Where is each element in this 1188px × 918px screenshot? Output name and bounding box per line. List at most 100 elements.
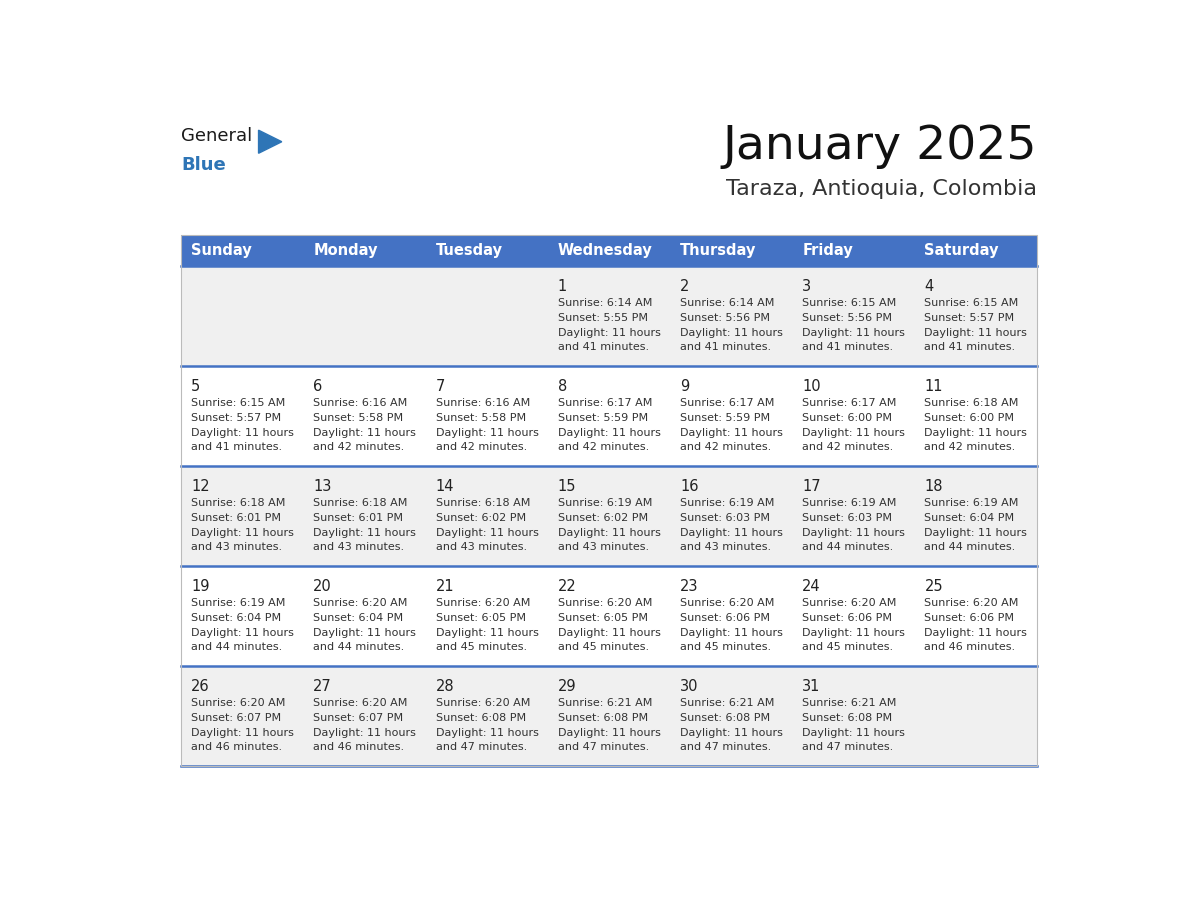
- Text: Sunday: Sunday: [191, 242, 252, 258]
- Text: Sunrise: 6:20 AM: Sunrise: 6:20 AM: [314, 698, 407, 708]
- Text: 15: 15: [558, 479, 576, 494]
- Text: Daylight: 11 hours: Daylight: 11 hours: [680, 328, 783, 338]
- Text: Sunset: 6:04 PM: Sunset: 6:04 PM: [924, 513, 1015, 523]
- Text: and 47 minutes.: and 47 minutes.: [802, 743, 893, 753]
- Text: and 43 minutes.: and 43 minutes.: [680, 543, 771, 552]
- Text: Sunset: 6:06 PM: Sunset: 6:06 PM: [680, 613, 770, 623]
- Text: Sunset: 6:08 PM: Sunset: 6:08 PM: [436, 713, 526, 723]
- Text: and 44 minutes.: and 44 minutes.: [924, 543, 1016, 552]
- Text: and 46 minutes.: and 46 minutes.: [924, 643, 1016, 652]
- Text: Daylight: 11 hours: Daylight: 11 hours: [924, 428, 1028, 438]
- Text: Sunset: 5:57 PM: Sunset: 5:57 PM: [191, 413, 282, 423]
- Text: and 47 minutes.: and 47 minutes.: [436, 743, 526, 753]
- Text: Daylight: 11 hours: Daylight: 11 hours: [314, 428, 416, 438]
- Text: Daylight: 11 hours: Daylight: 11 hours: [924, 628, 1028, 638]
- FancyBboxPatch shape: [181, 235, 1037, 265]
- Text: 11: 11: [924, 379, 943, 394]
- Text: Daylight: 11 hours: Daylight: 11 hours: [191, 428, 293, 438]
- Text: 10: 10: [802, 379, 821, 394]
- Text: and 44 minutes.: and 44 minutes.: [314, 643, 405, 652]
- Text: 8: 8: [558, 379, 567, 394]
- Text: and 47 minutes.: and 47 minutes.: [558, 743, 649, 753]
- FancyBboxPatch shape: [181, 265, 1037, 365]
- Text: Daylight: 11 hours: Daylight: 11 hours: [436, 728, 538, 738]
- Text: Daylight: 11 hours: Daylight: 11 hours: [314, 528, 416, 538]
- Text: Sunrise: 6:19 AM: Sunrise: 6:19 AM: [924, 498, 1019, 508]
- Text: Sunset: 6:04 PM: Sunset: 6:04 PM: [191, 613, 282, 623]
- Text: 3: 3: [802, 279, 811, 294]
- Text: Taraza, Antioquia, Colombia: Taraza, Antioquia, Colombia: [726, 179, 1037, 199]
- Text: Daylight: 11 hours: Daylight: 11 hours: [191, 728, 293, 738]
- Text: Sunrise: 6:20 AM: Sunrise: 6:20 AM: [191, 698, 285, 708]
- Text: 1: 1: [558, 279, 567, 294]
- Text: and 44 minutes.: and 44 minutes.: [802, 543, 893, 552]
- Text: Sunset: 6:05 PM: Sunset: 6:05 PM: [436, 613, 525, 623]
- Text: Sunrise: 6:15 AM: Sunrise: 6:15 AM: [924, 297, 1019, 308]
- Text: and 45 minutes.: and 45 minutes.: [802, 643, 893, 652]
- Text: Sunrise: 6:15 AM: Sunrise: 6:15 AM: [191, 397, 285, 408]
- Text: and 45 minutes.: and 45 minutes.: [558, 643, 649, 652]
- Text: and 46 minutes.: and 46 minutes.: [314, 743, 404, 753]
- Text: and 42 minutes.: and 42 minutes.: [680, 442, 771, 452]
- Text: and 43 minutes.: and 43 minutes.: [314, 543, 404, 552]
- Text: Daylight: 11 hours: Daylight: 11 hours: [558, 428, 661, 438]
- Text: 14: 14: [436, 479, 454, 494]
- Text: Daylight: 11 hours: Daylight: 11 hours: [436, 628, 538, 638]
- Text: 30: 30: [680, 679, 699, 694]
- Text: and 42 minutes.: and 42 minutes.: [558, 442, 649, 452]
- Text: Wednesday: Wednesday: [558, 242, 652, 258]
- Text: 27: 27: [314, 679, 333, 694]
- Text: and 42 minutes.: and 42 minutes.: [802, 442, 893, 452]
- Text: Sunset: 6:08 PM: Sunset: 6:08 PM: [680, 713, 770, 723]
- Text: Thursday: Thursday: [680, 242, 757, 258]
- Text: Sunrise: 6:16 AM: Sunrise: 6:16 AM: [314, 397, 407, 408]
- Text: 21: 21: [436, 579, 454, 594]
- Text: Sunrise: 6:14 AM: Sunrise: 6:14 AM: [680, 297, 775, 308]
- Text: and 42 minutes.: and 42 minutes.: [924, 442, 1016, 452]
- Text: Saturday: Saturday: [924, 242, 999, 258]
- Text: Sunrise: 6:15 AM: Sunrise: 6:15 AM: [802, 297, 897, 308]
- Text: Daylight: 11 hours: Daylight: 11 hours: [802, 528, 905, 538]
- Text: Sunrise: 6:20 AM: Sunrise: 6:20 AM: [314, 598, 407, 608]
- Text: Sunrise: 6:14 AM: Sunrise: 6:14 AM: [558, 297, 652, 308]
- Text: Daylight: 11 hours: Daylight: 11 hours: [191, 628, 293, 638]
- Text: 22: 22: [558, 579, 576, 594]
- Text: Daylight: 11 hours: Daylight: 11 hours: [558, 728, 661, 738]
- Text: Sunset: 6:03 PM: Sunset: 6:03 PM: [680, 513, 770, 523]
- Text: Monday: Monday: [314, 242, 378, 258]
- Text: Sunset: 5:56 PM: Sunset: 5:56 PM: [802, 313, 892, 322]
- Text: Sunset: 5:55 PM: Sunset: 5:55 PM: [558, 313, 647, 322]
- FancyBboxPatch shape: [181, 466, 1037, 566]
- Text: Sunrise: 6:20 AM: Sunrise: 6:20 AM: [436, 698, 530, 708]
- Text: 17: 17: [802, 479, 821, 494]
- Text: Sunset: 6:07 PM: Sunset: 6:07 PM: [314, 713, 404, 723]
- Text: Sunrise: 6:21 AM: Sunrise: 6:21 AM: [802, 698, 897, 708]
- Text: Sunrise: 6:21 AM: Sunrise: 6:21 AM: [680, 698, 775, 708]
- Text: Daylight: 11 hours: Daylight: 11 hours: [558, 628, 661, 638]
- Text: January 2025: January 2025: [722, 124, 1037, 169]
- Text: Sunset: 6:08 PM: Sunset: 6:08 PM: [558, 713, 647, 723]
- Text: 23: 23: [680, 579, 699, 594]
- Text: and 41 minutes.: and 41 minutes.: [924, 341, 1016, 352]
- Text: Tuesday: Tuesday: [436, 242, 503, 258]
- Text: 28: 28: [436, 679, 454, 694]
- Text: and 41 minutes.: and 41 minutes.: [802, 341, 893, 352]
- Text: Sunrise: 6:20 AM: Sunrise: 6:20 AM: [436, 598, 530, 608]
- Text: and 43 minutes.: and 43 minutes.: [436, 543, 526, 552]
- Text: Sunset: 6:07 PM: Sunset: 6:07 PM: [191, 713, 282, 723]
- Text: Sunset: 5:59 PM: Sunset: 5:59 PM: [558, 413, 647, 423]
- Text: Daylight: 11 hours: Daylight: 11 hours: [680, 728, 783, 738]
- Text: Sunrise: 6:20 AM: Sunrise: 6:20 AM: [802, 598, 897, 608]
- Text: Sunset: 6:02 PM: Sunset: 6:02 PM: [558, 513, 647, 523]
- Text: Daylight: 11 hours: Daylight: 11 hours: [191, 528, 293, 538]
- Text: Daylight: 11 hours: Daylight: 11 hours: [680, 528, 783, 538]
- Text: 16: 16: [680, 479, 699, 494]
- Text: and 42 minutes.: and 42 minutes.: [436, 442, 526, 452]
- Text: Daylight: 11 hours: Daylight: 11 hours: [436, 528, 538, 538]
- Text: Sunset: 6:05 PM: Sunset: 6:05 PM: [558, 613, 647, 623]
- Text: Daylight: 11 hours: Daylight: 11 hours: [314, 628, 416, 638]
- Text: Sunset: 6:08 PM: Sunset: 6:08 PM: [802, 713, 892, 723]
- Text: 2: 2: [680, 279, 689, 294]
- Text: 26: 26: [191, 679, 210, 694]
- Text: Sunset: 6:01 PM: Sunset: 6:01 PM: [314, 513, 404, 523]
